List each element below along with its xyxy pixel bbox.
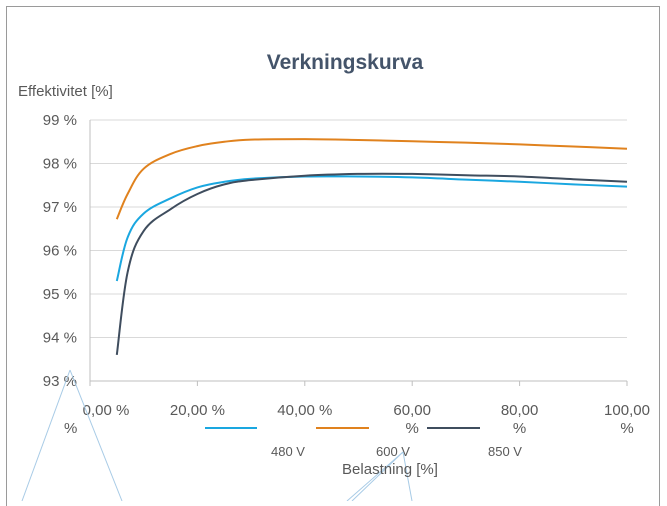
leader-line <box>402 451 413 501</box>
x-tick-label-line: 20,00 % <box>170 402 225 419</box>
series-line-850v <box>115 172 628 356</box>
x-tick-label: 80,00% <box>501 402 539 437</box>
series-line-480v <box>115 175 628 282</box>
leader-line <box>21 369 71 501</box>
y-tick-label: 99 % <box>43 112 77 129</box>
x-tick-label: 100,00% <box>604 402 650 437</box>
y-tick-label: 95 % <box>43 286 77 303</box>
y-tick-label: 93 % <box>43 373 77 390</box>
legend-label: 600 V <box>376 444 410 459</box>
y-axis-title: Effektivitet [%] <box>18 83 113 100</box>
x-tick-label-line: 80,00 <box>501 402 539 419</box>
x-tick-label-line: 60,00 <box>393 402 431 419</box>
x-axis-title: Belastning [%] <box>342 461 438 478</box>
axes <box>89 120 628 386</box>
x-tick-label: 0,00 %% <box>64 402 129 437</box>
x-tick-label-line: 100,00 <box>604 402 650 419</box>
leader-line <box>351 451 404 501</box>
x-tick-label-line: % <box>513 420 526 437</box>
x-tick-label-line: % <box>64 420 77 437</box>
series-line-600v <box>115 138 628 220</box>
decorative-leader-lines <box>21 369 413 501</box>
x-tick-label-line: % <box>406 420 419 437</box>
chart-frame <box>6 6 660 506</box>
x-tick-label: 60,00% <box>393 402 431 437</box>
y-tick-label: 97 % <box>43 199 77 216</box>
x-tick-label: 40,00 % <box>277 402 332 419</box>
legend-item: 850 V <box>427 427 522 459</box>
leader-line <box>69 369 123 501</box>
tick-labels: 93 % 94 % 95 % 96 % 97 % 98 % 99 % 0,00 %% 20,00… <box>43 112 650 437</box>
y-tick-label: 96 % <box>43 243 77 260</box>
x-tick-label-line: 40,00 % <box>277 402 332 419</box>
chart-title: Verkningskurva <box>267 51 424 74</box>
leader-line <box>346 451 404 501</box>
y-tick-label: 94 % <box>43 330 77 347</box>
legend: 480 V 600 V 850 V <box>205 427 522 459</box>
x-tick-label-line: 0,00 % <box>83 402 130 419</box>
legend-item: 480 V <box>205 427 305 459</box>
x-tick-label-line: % <box>620 420 633 437</box>
legend-label: 480 V <box>271 444 305 459</box>
legend-item: 600 V <box>316 427 410 459</box>
gridlines <box>90 119 627 338</box>
x-tick-label: 20,00 % <box>170 402 225 419</box>
series-lines <box>115 138 628 356</box>
y-tick-label: 98 % <box>43 156 77 173</box>
legend-label: 850 V <box>488 444 522 459</box>
